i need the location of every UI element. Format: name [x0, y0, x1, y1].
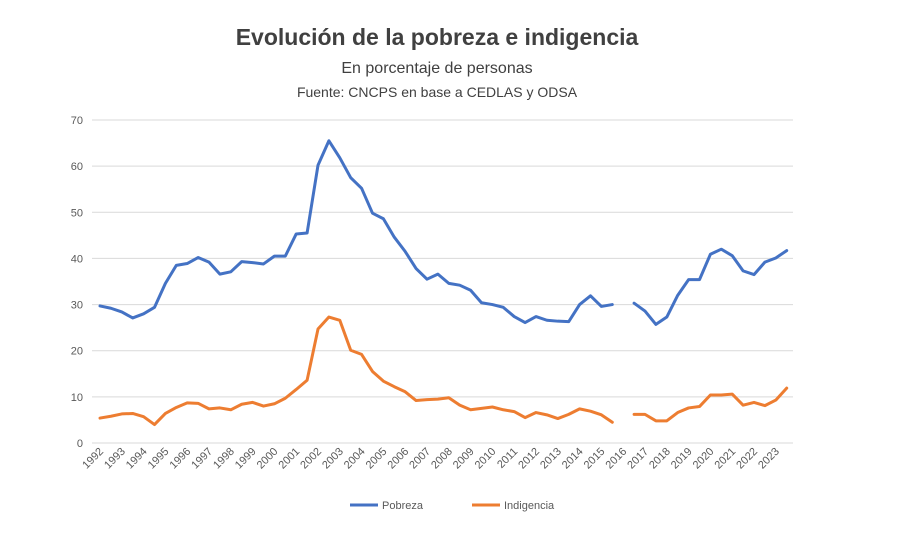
x-tick-label: 2002 — [298, 446, 324, 472]
series-line-indigencia — [632, 386, 789, 423]
x-tick-label: 1995 — [146, 446, 172, 472]
x-tick-label: 2005 — [364, 446, 390, 472]
chart-source: Fuente: CNCPS en base a CEDLAS y ODSA — [296, 84, 578, 100]
x-tick-label: 1998 — [211, 446, 237, 472]
x-tick-label: 1994 — [124, 446, 150, 472]
x-tick-label: 2013 — [538, 446, 564, 472]
x-tick-label: 2000 — [255, 446, 281, 472]
x-tick-label: 2018 — [647, 446, 673, 472]
x-tick-label: 1997 — [189, 446, 215, 472]
x-tick-label: 1992 — [80, 446, 106, 472]
legend-label-pobreza: Pobreza — [382, 500, 424, 512]
x-tick-label: 2012 — [516, 446, 542, 472]
x-tick-label: 1996 — [168, 446, 194, 472]
chart-title: Evolución de la pobreza e indigencia — [235, 24, 639, 50]
x-tick-label: 2014 — [560, 446, 586, 472]
series-line-pobreza — [632, 247, 789, 326]
chart-subtitle: En porcentaje de personas — [341, 60, 533, 77]
x-tick-label: 2023 — [756, 446, 782, 472]
series-line-pobreza — [98, 139, 614, 325]
x-tick-label: 2017 — [625, 446, 651, 472]
x-tick-label: 1993 — [102, 446, 128, 472]
legend-label-indigencia: Indigencia — [504, 500, 555, 512]
x-tick-label: 2010 — [473, 446, 499, 472]
series-line-indigencia — [98, 315, 614, 427]
x-tick-label: 2022 — [734, 446, 760, 472]
y-tick-label: 20 — [71, 346, 83, 358]
y-tick-label: 60 — [71, 161, 83, 173]
x-tick-label: 2008 — [429, 446, 455, 472]
x-tick-label: 2019 — [669, 446, 695, 472]
x-tick-label: 2007 — [407, 446, 433, 472]
x-tick-label: 2004 — [342, 446, 368, 472]
x-tick-label: 2009 — [451, 446, 477, 472]
x-tick-label: 2020 — [691, 446, 717, 472]
x-tick-label: 2006 — [386, 446, 412, 472]
y-tick-label: 0 — [77, 438, 83, 450]
x-tick-label: 1999 — [233, 446, 259, 472]
y-tick-label: 10 — [71, 392, 83, 404]
y-tick-label: 40 — [71, 253, 83, 265]
x-tick-label: 2021 — [713, 446, 739, 472]
x-tick-label: 2011 — [495, 446, 520, 471]
y-tick-label: 30 — [71, 300, 83, 312]
x-tick-label: 2003 — [320, 446, 346, 472]
y-tick-label: 50 — [71, 207, 83, 219]
x-tick-label: 2001 — [277, 446, 303, 472]
x-tick-label: 2016 — [604, 446, 630, 472]
y-tick-label: 70 — [71, 115, 83, 127]
x-tick-label: 2015 — [582, 446, 608, 472]
